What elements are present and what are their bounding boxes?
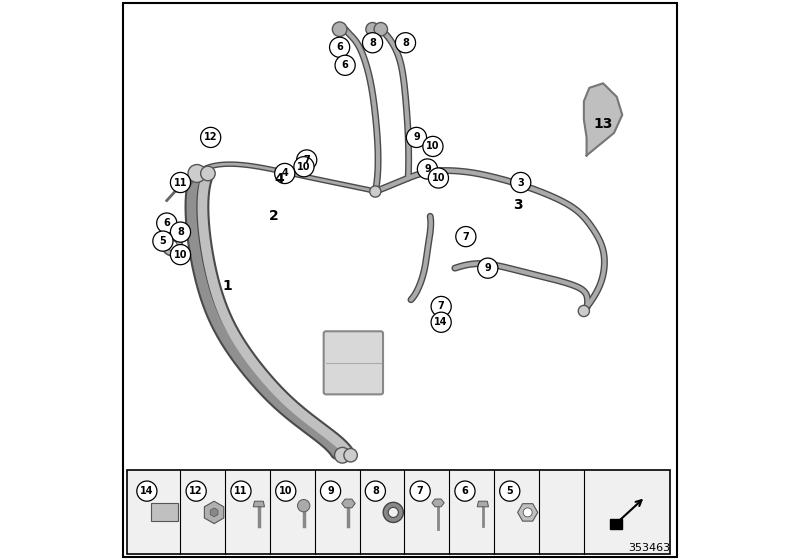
Circle shape [500, 481, 520, 501]
Text: 8: 8 [372, 486, 378, 496]
Text: 12: 12 [190, 486, 203, 496]
Circle shape [395, 32, 415, 53]
Text: 7: 7 [462, 232, 470, 241]
Circle shape [431, 312, 451, 332]
Circle shape [188, 165, 206, 183]
Circle shape [153, 231, 173, 251]
Circle shape [406, 127, 426, 147]
FancyBboxPatch shape [610, 519, 622, 529]
FancyBboxPatch shape [151, 503, 178, 521]
Text: 9: 9 [424, 164, 431, 174]
Text: 8: 8 [177, 227, 184, 237]
Polygon shape [432, 499, 444, 507]
Circle shape [383, 502, 403, 522]
Text: 13: 13 [594, 117, 613, 131]
Circle shape [410, 481, 430, 501]
Text: 14: 14 [140, 486, 154, 496]
FancyBboxPatch shape [324, 332, 383, 394]
Text: 9: 9 [413, 132, 420, 142]
Polygon shape [210, 508, 218, 517]
Polygon shape [204, 501, 224, 524]
Circle shape [298, 500, 310, 512]
Text: 6: 6 [163, 218, 170, 228]
Text: 2: 2 [269, 209, 278, 223]
Circle shape [455, 481, 475, 501]
Text: 11: 11 [174, 178, 187, 188]
Text: 5: 5 [506, 486, 513, 496]
Circle shape [276, 481, 296, 501]
Circle shape [157, 213, 177, 233]
Circle shape [186, 481, 206, 501]
Circle shape [137, 481, 157, 501]
Text: 1: 1 [222, 279, 232, 293]
Polygon shape [584, 83, 622, 156]
Circle shape [523, 508, 532, 517]
Circle shape [388, 507, 398, 517]
Text: 10: 10 [298, 162, 310, 172]
Circle shape [167, 241, 178, 251]
Circle shape [321, 481, 341, 501]
Text: 10: 10 [426, 142, 440, 151]
Circle shape [334, 447, 350, 463]
Circle shape [578, 305, 590, 316]
Circle shape [170, 222, 190, 242]
Circle shape [456, 227, 476, 247]
Circle shape [344, 449, 358, 462]
Circle shape [428, 168, 449, 188]
Text: 10: 10 [174, 250, 187, 260]
Text: 7: 7 [438, 301, 445, 311]
Text: 3: 3 [518, 178, 524, 188]
Text: 9: 9 [327, 486, 334, 496]
Circle shape [366, 481, 386, 501]
Circle shape [330, 37, 350, 57]
Text: 8: 8 [369, 38, 376, 48]
Circle shape [370, 186, 381, 197]
Text: 353463: 353463 [628, 543, 670, 553]
Circle shape [201, 166, 215, 181]
Text: 6: 6 [462, 486, 468, 496]
Text: 14: 14 [434, 318, 448, 327]
Text: 7: 7 [303, 155, 310, 165]
Text: 7: 7 [417, 486, 423, 496]
Text: 6: 6 [342, 60, 349, 71]
Polygon shape [254, 501, 265, 507]
Circle shape [374, 22, 387, 36]
Circle shape [510, 172, 531, 193]
Circle shape [332, 22, 347, 36]
Text: 11: 11 [234, 486, 248, 496]
Polygon shape [342, 499, 355, 508]
Circle shape [170, 172, 190, 193]
Circle shape [201, 127, 221, 147]
Circle shape [294, 157, 314, 177]
Text: 10: 10 [279, 486, 293, 496]
Circle shape [170, 245, 190, 265]
Circle shape [423, 137, 443, 157]
Circle shape [231, 481, 251, 501]
Circle shape [418, 159, 438, 179]
Text: 10: 10 [432, 173, 445, 183]
Text: 12: 12 [204, 132, 218, 142]
Polygon shape [478, 501, 489, 507]
Circle shape [297, 150, 317, 170]
Circle shape [478, 258, 498, 278]
Text: 5: 5 [159, 236, 166, 246]
Text: 4: 4 [274, 172, 284, 186]
FancyBboxPatch shape [126, 470, 670, 554]
Text: 6: 6 [336, 42, 343, 52]
Text: 8: 8 [402, 38, 409, 48]
Text: 9: 9 [485, 263, 491, 273]
Circle shape [162, 236, 182, 256]
Circle shape [366, 22, 379, 36]
Circle shape [431, 296, 451, 316]
Circle shape [274, 164, 295, 184]
Text: 3: 3 [513, 198, 523, 212]
Circle shape [362, 32, 382, 53]
Polygon shape [518, 503, 538, 521]
Text: 4: 4 [282, 169, 288, 179]
Circle shape [335, 55, 355, 76]
